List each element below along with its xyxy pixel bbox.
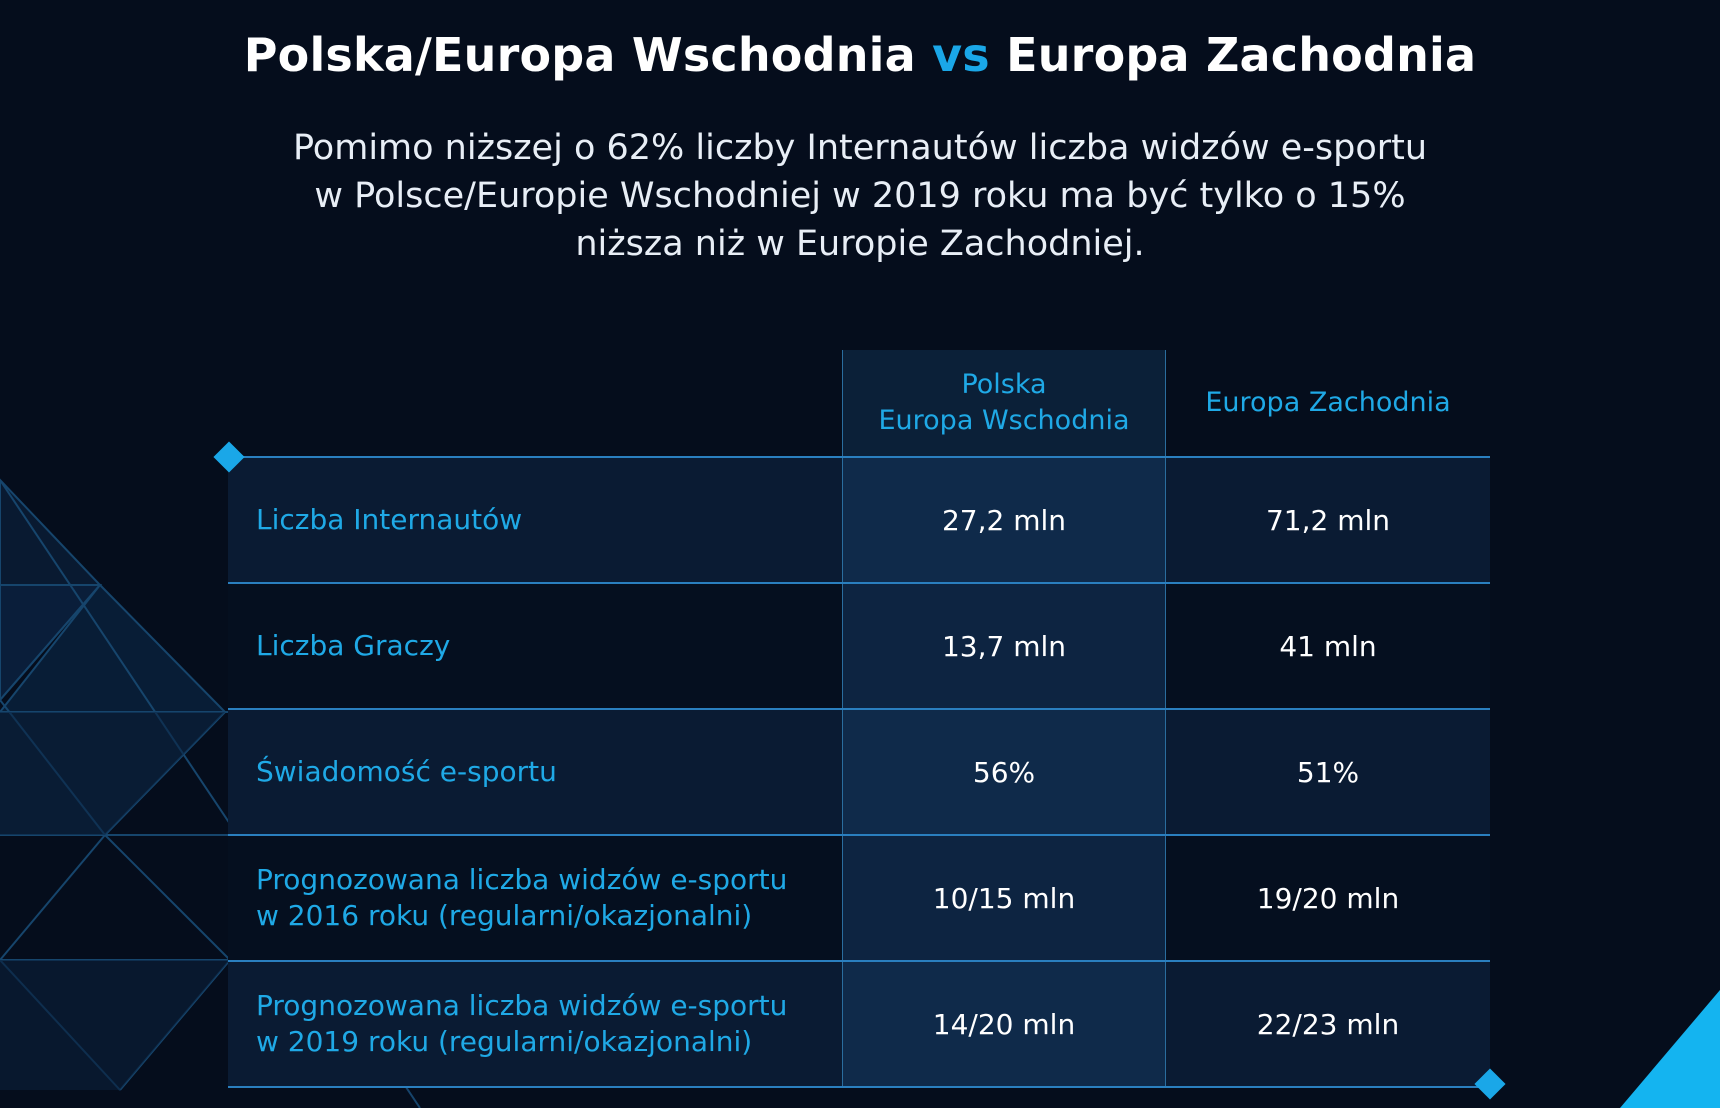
row-label-line2: w 2016 roku (regularni/okazjonalni): [256, 899, 753, 932]
cell-polska: 56%: [842, 710, 1166, 834]
row-label: Prognozowana liczba widzów e-sportu w 20…: [256, 836, 826, 960]
table-row: Prognozowana liczba widzów e-sportu w 20…: [228, 960, 1490, 1086]
title-vs: vs: [932, 28, 990, 82]
row-label-line1: Prognozowana liczba widzów e-sportu: [256, 989, 788, 1022]
subtitle-line-1: Pomimo niższej o 62% liczby Internautów …: [292, 128, 1428, 168]
row-label-line2: w 2019 roku (regularni/okazjonalni): [256, 1025, 753, 1058]
header-col1-line1: Polska: [961, 369, 1047, 400]
subtitle: Pomimo niższej o 62% liczby Internautów …: [0, 124, 1720, 268]
table-header-row: Polska Europa Wschodnia Europa Zachodnia: [228, 350, 1490, 456]
cell-zachodnia: 22/23 mln: [1256, 1007, 1400, 1041]
row-label: Prognozowana liczba widzów e-sportu w 20…: [256, 962, 826, 1086]
cell-polska: 10/15 mln: [842, 836, 1166, 960]
cell-zachodnia: 19/20 mln: [1256, 881, 1400, 915]
table-row: Liczba Graczy 13,7 mln 41 mln: [228, 582, 1490, 708]
table-row: Prognozowana liczba widzów e-sportu w 20…: [228, 834, 1490, 960]
row-label-line1: Prognozowana liczba widzów e-sportu: [256, 863, 788, 896]
left-shade: [0, 712, 225, 835]
left-shade-2: [0, 960, 230, 1090]
cell-zachodnia: 51%: [1296, 755, 1360, 789]
row-label: Liczba Graczy: [256, 584, 826, 708]
row-label-line1: Liczba Internautów: [256, 503, 523, 536]
subtitle-line-2: w Polsce/Europie Wschodniej w 2019 roku …: [314, 176, 1406, 216]
right-corner-triangle: [1620, 990, 1720, 1108]
row-label-line1: Liczba Graczy: [256, 629, 451, 662]
table-bottom-border: [228, 1086, 1490, 1088]
header-col1-line2: Europa Wschodnia: [878, 405, 1130, 436]
cell-polska: 14/20 mln: [842, 962, 1166, 1086]
cell-zachodnia: 41 mln: [1279, 629, 1377, 663]
cell-polska: 13,7 mln: [842, 584, 1166, 708]
title-part-2: Europa Zachodnia: [1006, 28, 1477, 82]
row-label: Liczba Internautów: [256, 458, 826, 582]
header-col2: Europa Zachodnia: [1205, 387, 1451, 418]
row-label: Świadomość e-sportu: [256, 710, 826, 834]
title-part-1: Polska/Europa Wschodnia: [243, 28, 916, 82]
subtitle-line-3: niższa niż w Europie Zachodniej.: [575, 224, 1145, 264]
header-europa-zachodnia: Europa Zachodnia: [1166, 350, 1490, 456]
page-title: Polska/Europa Wschodnia vs Europa Zachod…: [0, 28, 1720, 82]
table-row: Świadomość e-sportu 56% 51%: [228, 708, 1490, 834]
comparison-table: Polska Europa Wschodnia Europa Zachodnia…: [228, 350, 1490, 1088]
row-label-line1: Świadomość e-sportu: [256, 755, 557, 788]
table-row: Liczba Internautów 27,2 mln 71,2 mln: [228, 456, 1490, 582]
cell-zachodnia: 71,2 mln: [1265, 503, 1391, 537]
header-polska-europa-wschodnia: Polska Europa Wschodnia: [842, 350, 1166, 456]
cell-polska: 27,2 mln: [842, 458, 1166, 582]
